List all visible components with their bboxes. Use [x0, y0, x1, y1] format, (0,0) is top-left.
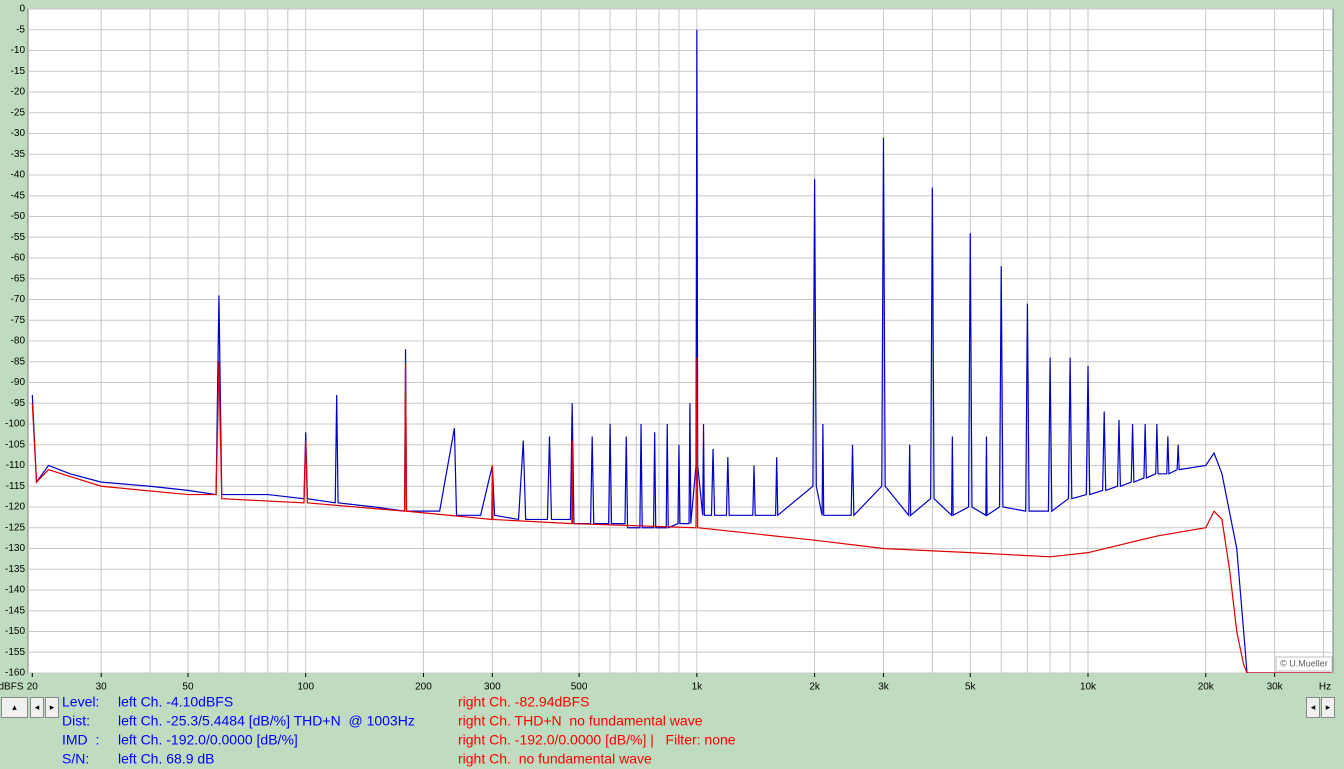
y-tick-label: -55: [11, 232, 26, 243]
readout-label: IMD :: [62, 732, 99, 748]
readout-right: right Ch. -192.0/0.0000 [dB/%] | Filter:…: [458, 732, 736, 748]
x-tick-label: 50: [182, 682, 194, 693]
readout-left: left Ch. 68.9 dB: [118, 751, 215, 767]
readout-label: S/N:: [62, 751, 89, 767]
y-tick-label: -75: [11, 315, 26, 326]
readout-right: right Ch. -82.94dBFS: [458, 694, 590, 710]
x-tick-label: 3k: [878, 682, 890, 693]
x-tick-label: 10k: [1080, 682, 1097, 693]
y-tick-label: -10: [11, 45, 26, 56]
y-tick-label: -125: [5, 522, 25, 533]
y-tick-label: -130: [5, 543, 25, 554]
readout-label: Level:: [62, 694, 99, 710]
y-tick-label: -120: [5, 502, 25, 513]
y-tick-label: -85: [11, 356, 26, 367]
y-tick-label: -25: [11, 107, 26, 118]
y-tick-label: -135: [5, 564, 25, 575]
readout-right: right Ch. no fundamental wave: [458, 751, 652, 767]
annotation: © U.Mueller: [1280, 658, 1328, 668]
y-tick-label: -50: [11, 211, 26, 222]
x-tick-label: 5k: [965, 682, 977, 693]
y-tick-label: -90: [11, 377, 26, 388]
y-tick-label: -60: [11, 253, 26, 264]
x-tick-label: 1k: [692, 682, 704, 693]
x-tick-label: 2k: [809, 682, 821, 693]
x-tick-label: 500: [571, 682, 588, 693]
y-tick-label: -110: [6, 460, 26, 471]
y-tick-label: -100: [5, 419, 25, 430]
scroll-right[interactable]: ▸: [1321, 697, 1335, 718]
spin-button[interactable]: ▴: [1, 697, 28, 718]
y-tick-label: -115: [6, 481, 26, 492]
x-tick-label: 100: [297, 682, 314, 693]
y-tick-label: -65: [11, 273, 26, 284]
y-tick-label: -150: [5, 626, 25, 637]
grid: [28, 8, 1333, 674]
y-tick-label: -140: [5, 585, 25, 596]
readout-right: right Ch. THD+N no fundamental wave: [458, 713, 703, 729]
annotation-box: [1275, 656, 1333, 672]
y-tick-label: 0: [19, 4, 25, 15]
x-tick-label: 20: [27, 682, 39, 693]
spectrum-line: [31, 29, 1332, 673]
y-tick-label: -155: [5, 647, 25, 658]
scroll-right[interactable]: ▸: [45, 697, 59, 718]
readout-label: Dist:: [62, 713, 90, 729]
y-tick-label: -15: [11, 66, 26, 77]
y-tick-label: -35: [11, 149, 26, 160]
y-tick-label: -105: [5, 439, 25, 450]
x-tick-label: 30k: [1267, 682, 1284, 693]
y-tick-label: -70: [11, 294, 26, 305]
spectrum-line: [31, 357, 1332, 673]
readout-left: left Ch. -4.10dBFS: [118, 694, 233, 710]
y-tick-label: -95: [11, 398, 26, 409]
y-tick-label: -45: [11, 190, 26, 201]
x-tick-label: 200: [415, 682, 432, 693]
x-tick-label: 20k: [1198, 682, 1215, 693]
readout-left: left Ch. -25.3/5.4484 [dB/%] THD+N @ 100…: [118, 713, 415, 729]
readout-left: left Ch. -192.0/0.0000 [dB/%]: [118, 732, 298, 748]
y-axis-label: dBFS: [0, 682, 24, 693]
y-tick-label: -80: [11, 336, 26, 347]
y-tick-label: -20: [11, 87, 26, 98]
scroll-left[interactable]: ◂: [30, 697, 44, 718]
y-tick-label: -145: [5, 605, 25, 616]
y-tick-label: -40: [11, 170, 26, 181]
y-tick-label: -30: [11, 128, 26, 139]
y-tick-label: -160: [5, 668, 25, 679]
x-tick-label: 30: [96, 682, 108, 693]
scroll-left[interactable]: ◂: [1306, 697, 1320, 718]
x-tick-label: 300: [484, 682, 501, 693]
x-axis-label: Hz: [1319, 682, 1331, 693]
traces: [31, 29, 1332, 673]
y-tick-label: -5: [16, 24, 25, 35]
